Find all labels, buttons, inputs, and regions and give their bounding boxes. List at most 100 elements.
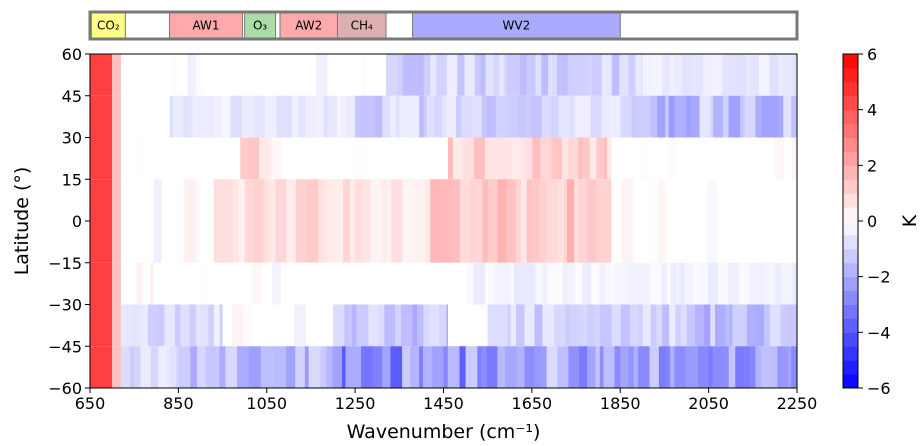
heatmap-cell: [624, 138, 630, 180]
heatmap-cell: [719, 305, 726, 347]
heatmap-cell: [354, 54, 362, 96]
heatmap-cell: [243, 305, 250, 347]
colorbar-segment: [843, 138, 858, 152]
x-tick-label: 1250: [335, 394, 376, 413]
heatmap-cell: [395, 305, 402, 347]
heatmap-cell: [777, 346, 781, 388]
heatmap-cell: [651, 54, 663, 96]
heatmap-cell: [337, 96, 342, 138]
heatmap-cell: [729, 346, 736, 388]
heatmap-cell: [579, 346, 587, 388]
heatmap-cell: [429, 305, 439, 347]
heatmap-cell: [640, 138, 650, 180]
heatmap-cell: [158, 263, 165, 305]
heatmap-cell: [507, 179, 516, 263]
heatmap-cell: [240, 138, 248, 180]
heatmap-cell: [425, 179, 431, 263]
colorbar-segment: [843, 277, 858, 291]
heatmap-cell: [615, 346, 621, 388]
heatmap-cell: [530, 96, 542, 138]
heatmap-cell: [367, 96, 375, 138]
heatmap-cell: [592, 179, 596, 263]
heatmap-cell: [591, 263, 600, 305]
heatmap-cell: [373, 346, 383, 388]
heatmap-cell: [130, 346, 135, 388]
heatmap-cell: [699, 263, 708, 305]
heatmap-cell: [578, 179, 588, 263]
heatmap-cell: [474, 305, 483, 347]
heatmap-cell: [656, 263, 662, 305]
heatmap-cell: [547, 346, 558, 388]
heatmap-cell: [271, 179, 276, 263]
heatmap-cell: [292, 96, 299, 138]
heatmap-cell: [745, 96, 756, 138]
heatmap-cell: [222, 138, 233, 180]
heatmap-cell: [739, 179, 745, 263]
x-tick-label: 2050: [688, 394, 729, 413]
heatmap-cell: [343, 179, 350, 263]
heatmap-cell: [778, 96, 783, 138]
heatmap-cell: [445, 138, 449, 180]
heatmap-cell: [267, 138, 271, 180]
heatmap-cell: [502, 179, 507, 263]
y-axis: 60 45 30 15 0 −15 −30 −45 −60: [48, 45, 90, 398]
heatmap-cell: [562, 138, 568, 180]
heatmap-cell: [695, 138, 699, 180]
heatmap-cell: [242, 96, 254, 138]
heatmap-cell: [153, 138, 161, 180]
heatmap-cell: [676, 138, 685, 180]
heatmap-cell: [542, 96, 551, 138]
heatmap-cell: [540, 138, 551, 180]
heatmap-cell: [485, 263, 495, 305]
heatmap-cell: [263, 179, 268, 263]
heatmap-cell: [667, 263, 671, 305]
heatmap-cell: [675, 305, 681, 347]
heatmap-cell: [158, 305, 165, 347]
colorbar-tick-label: −2: [867, 268, 891, 287]
colorbar-segment: [843, 291, 858, 305]
heatmap-cell: [460, 179, 470, 263]
heatmap-plot-area: [90, 54, 797, 388]
heatmap-cell: [488, 305, 496, 347]
heatmap-cell: [475, 54, 481, 96]
heatmap-cell: [265, 96, 277, 138]
heatmap-cell: [346, 54, 355, 96]
heatmap-cell: [324, 179, 335, 263]
heatmap-cell: [373, 263, 379, 305]
heatmap-cell: [603, 346, 614, 388]
colorbar-tick-label: 2: [867, 156, 877, 175]
y-tick-label: 15: [62, 170, 82, 189]
heatmap-cell: [783, 179, 788, 263]
heatmap-cell: [665, 179, 670, 263]
heatmap-cell: [587, 346, 596, 388]
heatmap-cell: [150, 263, 153, 305]
colorbar-segment: [843, 110, 858, 124]
colorbar-segment: [843, 360, 858, 374]
heatmap-cell: [335, 179, 343, 263]
x-tick-label: 1850: [600, 394, 641, 413]
heatmap-cell: [446, 263, 453, 305]
heatmap-cell: [563, 263, 568, 305]
colorbar-segment: [843, 332, 858, 346]
heatmap-cell: [296, 138, 304, 180]
heatmap-cell: [382, 346, 391, 388]
heatmap-cell: [187, 138, 191, 180]
heatmap-cell: [662, 263, 668, 305]
heatmap-cell: [180, 138, 188, 180]
heatmap-cell: [600, 305, 612, 347]
heatmap-cell: [133, 305, 140, 347]
heatmap-cell: [460, 263, 465, 305]
heatmap-cell: [327, 54, 337, 96]
heatmap-cell: [141, 346, 152, 388]
heatmap-cell: [610, 96, 621, 138]
heatmap-cell: [121, 263, 131, 305]
heatmap-cell: [112, 54, 121, 96]
heatmap-cell: [707, 179, 717, 263]
heatmap-cell: [315, 305, 327, 347]
heatmap-cell: [611, 179, 616, 263]
heatmap-cell: [439, 305, 447, 347]
heatmap-cell: [735, 346, 744, 388]
heatmap-cell: [178, 346, 190, 388]
heatmap-cell: [567, 179, 574, 263]
heatmap-cell: [711, 54, 723, 96]
